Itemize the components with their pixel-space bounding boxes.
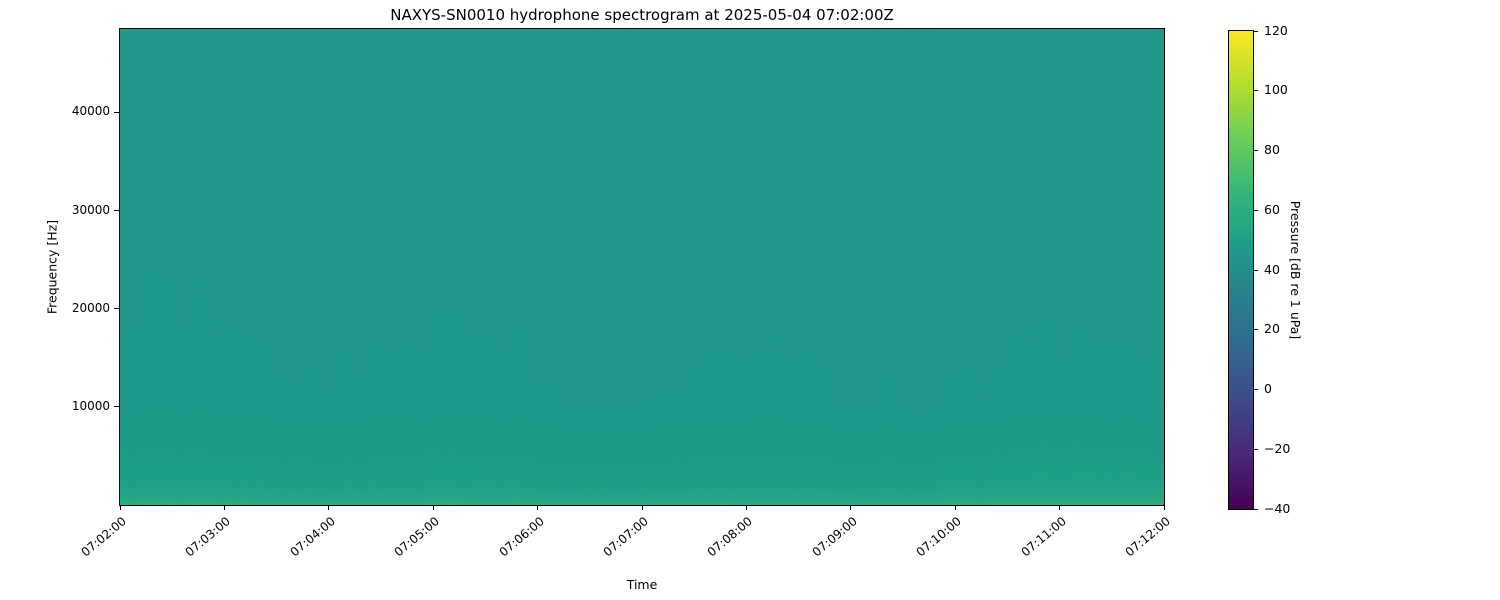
colorbar-tick — [1254, 508, 1258, 510]
x-tick-label-text: 07:11:00 — [1018, 514, 1069, 560]
x-tick — [1059, 506, 1061, 510]
x-tick — [432, 506, 434, 510]
y-tick-label: 40000 — [71, 104, 110, 119]
x-tick-label-text: 07:09:00 — [809, 514, 860, 560]
y-tick-label: 30000 — [71, 202, 110, 217]
colorbar-label: Pressure [dB re 1 uPa] — [1288, 200, 1303, 340]
x-tick-label-text: 07:06:00 — [496, 514, 547, 560]
x-tick-label-text: 07:10:00 — [913, 514, 965, 560]
y-tick — [114, 210, 119, 212]
x-tick — [537, 506, 539, 510]
colorbar-tick-label: 40 — [1264, 261, 1280, 277]
colorbar-tick — [1254, 448, 1258, 450]
y-tick — [114, 111, 119, 113]
colorbar-tick-label: 20 — [1264, 321, 1280, 337]
x-tick-label-text: 07:07:00 — [600, 514, 651, 560]
y-tick — [114, 406, 119, 408]
x-tick — [1163, 506, 1165, 510]
y-tick — [114, 308, 119, 310]
x-tick — [850, 506, 852, 510]
plot-area — [119, 28, 1165, 506]
x-tick — [223, 506, 225, 510]
colorbar-gradient — [1229, 31, 1253, 509]
y-tick-label: 10000 — [71, 398, 110, 413]
x-axis-label: Time — [626, 577, 658, 592]
colorbar-tick-label: 80 — [1264, 142, 1280, 157]
colorbar-tick-label: 100 — [1264, 82, 1288, 98]
x-tick-label-text: 07:03:00 — [183, 514, 234, 560]
colorbar-tick-label: 0 — [1264, 381, 1272, 396]
x-tick-label-text: 07:08:00 — [705, 514, 756, 560]
colorbar-tick — [1254, 30, 1258, 32]
colorbar-tick — [1254, 269, 1258, 271]
colorbar-tick-label: 60 — [1264, 201, 1280, 217]
x-tick — [328, 506, 330, 510]
x-tick-label-text: 07:04:00 — [287, 514, 338, 560]
colorbar-tick-label: −40 — [1264, 500, 1291, 516]
colorbar-tick-label: 120 — [1264, 22, 1288, 38]
colorbar-tick — [1254, 389, 1258, 390]
colorbar-tick — [1254, 150, 1258, 151]
x-tick — [954, 506, 956, 510]
x-tick-label-text: 07:02:00 — [78, 514, 129, 560]
colorbar-tick-label: −20 — [1264, 440, 1291, 456]
x-tick-label-text: 07:12:00 — [1122, 514, 1173, 560]
colorbar-tick — [1254, 329, 1258, 331]
chart-title: NAXYS-SN0010 hydrophone spectrogram at 2… — [390, 6, 894, 24]
x-tick — [745, 506, 747, 510]
colorbar — [1228, 30, 1254, 510]
colorbar-tick — [1254, 90, 1258, 92]
x-tick-label-text: 07:05:00 — [391, 514, 443, 560]
spectrogram-canvas — [120, 29, 1164, 505]
x-tick — [641, 506, 643, 510]
x-tick — [119, 506, 121, 510]
colorbar-tick — [1254, 209, 1258, 211]
y-tick-label: 20000 — [71, 300, 110, 315]
